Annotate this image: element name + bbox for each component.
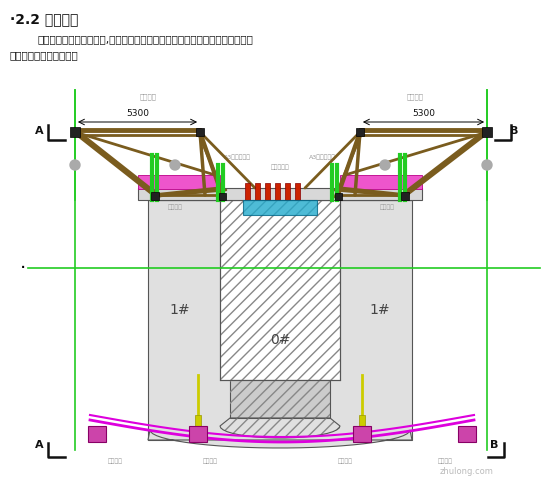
Bar <box>285 183 290 200</box>
Bar <box>230 380 330 418</box>
Bar <box>245 183 250 200</box>
Text: 后下横梁: 后下横梁 <box>203 458 217 464</box>
Bar <box>138 175 220 189</box>
Bar <box>255 183 260 200</box>
Bar <box>340 175 422 189</box>
Bar <box>243 200 317 215</box>
Text: A3柱上盖刈座: A3柱上盖刈座 <box>223 154 250 160</box>
Text: A3柱上盖刈座: A3柱上盖刈座 <box>309 154 335 160</box>
Text: 1#: 1# <box>370 303 390 317</box>
Bar <box>275 183 280 200</box>
Bar <box>353 426 371 442</box>
Text: 竖向千斤: 竖向千斤 <box>380 204 394 210</box>
Bar <box>356 128 364 136</box>
Circle shape <box>482 160 492 170</box>
Bar <box>265 183 270 200</box>
Text: ·: · <box>20 259 26 278</box>
Bar <box>458 426 476 442</box>
Text: 前上横梁: 前上横梁 <box>407 93 423 100</box>
Bar <box>196 128 204 136</box>
Bar <box>189 426 207 442</box>
Bar <box>230 380 330 418</box>
Bar <box>295 183 300 200</box>
Bar <box>359 415 365 427</box>
Text: ·2.2 计算模型: ·2.2 计算模型 <box>10 12 78 26</box>
Bar <box>151 192 159 200</box>
Text: 前上横梁: 前上横梁 <box>139 93 156 100</box>
Text: 后锄固断束: 后锄固断束 <box>270 164 290 170</box>
Text: 5300: 5300 <box>412 109 435 118</box>
Circle shape <box>380 160 390 170</box>
Bar <box>220 200 340 380</box>
Text: 前下横梁: 前下横梁 <box>437 458 452 464</box>
Text: 导梁等所有的承重系统。: 导梁等所有的承重系统。 <box>10 50 79 60</box>
Bar <box>218 192 226 200</box>
Text: 5300: 5300 <box>126 109 149 118</box>
Polygon shape <box>148 430 412 448</box>
Text: A: A <box>35 440 44 450</box>
Bar <box>220 200 340 380</box>
Text: B: B <box>510 126 519 136</box>
Circle shape <box>170 160 180 170</box>
Text: 后下横梁: 后下横梁 <box>338 458 352 464</box>
Bar <box>88 426 106 442</box>
Text: B: B <box>490 440 498 450</box>
Text: 挂篹结构计算模型见下图,包括主桁架、立柱间横向连接系、前上横梁、底篹、: 挂篹结构计算模型见下图,包括主桁架、立柱间横向连接系、前上横梁、底篹、 <box>38 34 254 44</box>
Bar <box>148 200 412 440</box>
Bar <box>401 192 409 200</box>
Text: A: A <box>35 126 44 136</box>
Text: zhulong.com: zhulong.com <box>440 467 494 476</box>
Text: 1#: 1# <box>170 303 190 317</box>
Circle shape <box>70 160 80 170</box>
Bar <box>482 127 492 137</box>
Text: 竖向千斤: 竖向千斤 <box>167 204 183 210</box>
Text: 前下横梁: 前下横梁 <box>108 458 123 464</box>
Bar <box>195 415 201 427</box>
Bar <box>138 188 422 200</box>
Bar <box>334 192 342 200</box>
Bar <box>70 127 80 137</box>
Text: 0#: 0# <box>270 333 290 347</box>
